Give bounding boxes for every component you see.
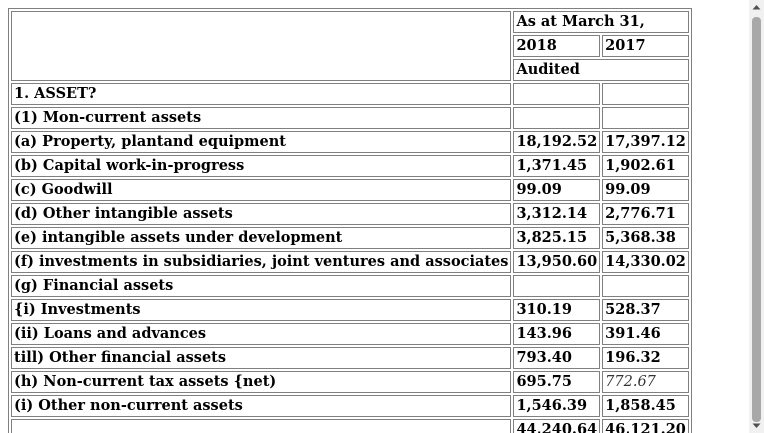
value-2018: 13,950.60 xyxy=(513,251,601,273)
value-2018: 310.19 xyxy=(513,299,601,321)
table-row: {i) Investments 310.19 528.37 xyxy=(11,299,689,321)
value-2017: 99.09 xyxy=(602,179,689,201)
period-header: As at March 31, xyxy=(513,11,689,33)
row-label: (g) Financial assets xyxy=(11,275,512,297)
table-row: (d) Other intangible assets 3,312.14 2,776… xyxy=(11,203,689,225)
header-blank-cell xyxy=(11,11,512,81)
row-label: (a) Property, plantand equipment xyxy=(11,131,512,153)
balance-sheet-table: As at March 31, 2018 2017 Audited 1. ASS… xyxy=(8,8,692,433)
table-row: (b) Capital work-in-progress 1,371.45 1,90… xyxy=(11,155,689,177)
value-2017: 17,397.12 xyxy=(602,131,689,153)
table-row: (f) investments in subsidiaries, joint v… xyxy=(11,251,689,273)
table-row: (g) Financial assets xyxy=(11,275,689,297)
header-row-period: As at March 31, xyxy=(11,11,689,81)
value-2018: 99.09 xyxy=(513,179,601,201)
row-label xyxy=(11,419,512,433)
value-2017: 46,121.20 xyxy=(602,419,689,433)
value-2017: 5,368.38 xyxy=(602,227,689,249)
table-row: 1. ASSET? xyxy=(11,83,689,105)
table-row: (h) Non-current tax assets {net) 695.75 77… xyxy=(11,371,689,393)
value-2017 xyxy=(602,107,689,129)
value-2017: 1,858.45 xyxy=(602,395,689,417)
value-2018: 18,192.52 xyxy=(513,131,601,153)
value-2018: 1,371.45 xyxy=(513,155,601,177)
value-2017: 14,330.02 xyxy=(602,251,689,273)
value-2017: 1,902.61 xyxy=(602,155,689,177)
table-row: (c) Goodwill 99.09 99.09 xyxy=(11,179,689,201)
row-label: (b) Capital work-in-progress xyxy=(11,155,512,177)
value-2017: 772.67 xyxy=(602,371,689,393)
table-row: (ii) Loans and advances 143.96 391.46 xyxy=(11,323,689,345)
header-row-years: 2018 2017 xyxy=(11,35,689,57)
year-2017-header: 2017 xyxy=(602,35,689,57)
table-row: (a) Property, plantand equipment 18,192.5… xyxy=(11,131,689,153)
value-2017: 528.37 xyxy=(602,299,689,321)
value-2017 xyxy=(602,83,689,105)
scroll-up-arrow-icon[interactable] xyxy=(749,0,764,15)
table-row: (1) Mon-current assets xyxy=(11,107,689,129)
row-label: (d) Other intangible assets xyxy=(11,203,512,225)
value-2018: 793.40 xyxy=(513,347,601,369)
row-label: (1) Mon-current assets xyxy=(11,107,512,129)
row-label: 1. ASSET? xyxy=(11,83,512,105)
value-2018: 3,825.15 xyxy=(513,227,601,249)
row-label: (i) Other non-current assets xyxy=(11,395,512,417)
value-2018 xyxy=(513,107,601,129)
row-label: (e) intangible assets under development xyxy=(11,227,512,249)
value-2018: 695.75 xyxy=(513,371,601,393)
value-2017: 391.46 xyxy=(602,323,689,345)
value-2017: 196.32 xyxy=(602,347,689,369)
row-label: till) Other financial assets xyxy=(11,347,512,369)
table-row: 44,240.64 46,121.20 xyxy=(11,419,689,433)
row-label: (f) investments in subsidiaries, joint v… xyxy=(11,251,512,273)
scroll-down-arrow-icon[interactable] xyxy=(749,418,764,433)
value-2018: 1,546.39 xyxy=(513,395,601,417)
row-label: {i) Investments xyxy=(11,299,512,321)
value-2017 xyxy=(602,275,689,297)
row-label: (h) Non-current tax assets {net) xyxy=(11,371,512,393)
value-2018: 44,240.64 xyxy=(513,419,601,433)
value-2017: 2,776.71 xyxy=(602,203,689,225)
value-2018: 143.96 xyxy=(513,323,601,345)
vertical-scrollbar[interactable] xyxy=(749,0,764,433)
value-2018: 3,312.14 xyxy=(513,203,601,225)
audited-header: Audited xyxy=(513,59,689,81)
table-row: (i) Other non-current assets 1,546.39 1,85… xyxy=(11,395,689,417)
scroll-thumb[interactable] xyxy=(752,17,761,422)
value-2018 xyxy=(513,275,601,297)
header-row-status: Audited xyxy=(11,59,689,81)
value-2018 xyxy=(513,83,601,105)
table-row: till) Other financial assets 793.40 196.32 xyxy=(11,347,689,369)
year-2018-header: 2018 xyxy=(513,35,601,57)
row-label: (ii) Loans and advances xyxy=(11,323,512,345)
row-label: (c) Goodwill xyxy=(11,179,512,201)
table-row: (e) intangible assets under development 3… xyxy=(11,227,689,249)
